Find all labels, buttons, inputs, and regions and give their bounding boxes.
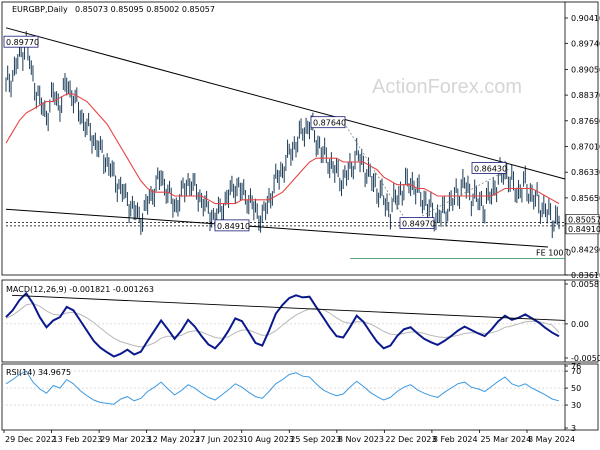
macd-panel: 0.00587 0.00 -0.005021: [1, 279, 600, 363]
macd-trendline: [11, 294, 566, 321]
rsi-line: [5, 370, 560, 405]
time-tick-label: 8 May 2024: [528, 435, 575, 444]
rsi-tick-label: 50: [571, 384, 581, 393]
price-annotation-label: 0.89770: [6, 38, 39, 47]
price-annotation-box: [214, 219, 250, 232]
time-tick-label: 12 May 2023: [148, 435, 200, 444]
support-price-tag: [565, 223, 600, 235]
time-tick-label: 10 Aug 2023: [243, 435, 294, 444]
watermark-text: ActionForex.com: [372, 76, 522, 98]
time-tick-label: 25 Sep 2023: [290, 435, 341, 444]
time-tick-label: 13 Feb 2023: [53, 435, 103, 444]
macd-panel-frame: [1, 279, 599, 363]
time-tick-label: 29 Dec 2022: [5, 435, 56, 444]
price-annotation-box: [399, 217, 435, 230]
support-price-value: 0.84910: [568, 225, 600, 234]
price-annotation-box: [310, 116, 346, 129]
macd-tick-label: 0.00: [571, 320, 589, 329]
fib-line-b: [407, 168, 511, 224]
time-tick-label: 29 Mar 2023: [100, 435, 151, 444]
price-tick-label: 0.83610: [571, 271, 600, 280]
price-annotation-box: [471, 162, 507, 174]
rsi-tick-label: 76: [571, 362, 581, 371]
price-header-symbol: EURGBP,Daily: [12, 5, 68, 14]
price-header-ohlc: 0.85073 0.85095 0.85002 0.85057: [75, 5, 215, 14]
time-tick-label: 27 Jun 2023: [195, 435, 243, 444]
time-tick-label: 8 Feb 2024: [433, 435, 478, 444]
lower-trendline: [5, 208, 549, 248]
upper-trendline: [5, 27, 566, 180]
macd-header: MACD(12,26,9) -0.001821 -0.001263: [6, 285, 154, 294]
fe-label: FE 100.0: [536, 248, 571, 257]
rsi-tick-label: 30: [571, 401, 581, 410]
price-panel-frame: [1, 1, 599, 276]
rsi-panel-frame: [1, 363, 599, 431]
signal-line: [5, 302, 560, 348]
macd-line: [5, 291, 560, 358]
price-annotation-label: 0.87640: [313, 119, 346, 128]
rsi-header: RSI(14) 34.9675: [6, 368, 71, 377]
rsi-tick-label: 3: [571, 424, 576, 433]
time-tick-label: 25 Mar 2024: [480, 435, 531, 444]
price-annotation-label: 0.84910: [217, 222, 250, 231]
macd-tick-label: -0.005021: [571, 354, 600, 363]
time-tick-label: 8 Nov 2023: [338, 435, 384, 444]
rsi-tick-label: 70: [571, 367, 581, 376]
macd-tick-label: 0.00587: [571, 280, 600, 289]
price-annotation-label: 0.86430: [474, 164, 507, 173]
price-annotation-label: 0.84970: [402, 220, 435, 229]
time-tick-label: 22 Dec 2023: [385, 435, 436, 444]
price-annotation-box: [3, 35, 39, 48]
moving-average-line: [5, 93, 560, 205]
current-price-value: 0.85057: [568, 215, 600, 224]
